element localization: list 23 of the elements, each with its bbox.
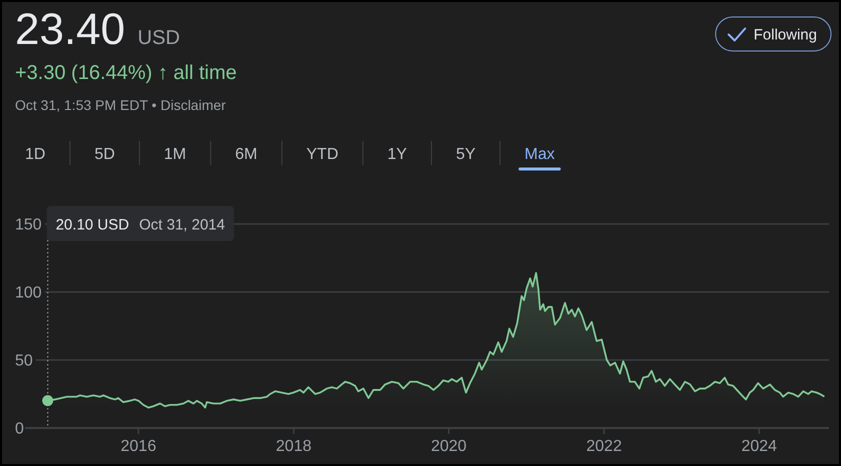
- text: 5D: [94, 146, 115, 163]
- x-tick-label: 2018: [276, 438, 312, 455]
- x-tick-label: 2020: [430, 438, 467, 455]
- text: 1D: [25, 146, 46, 163]
- annotation: 20.10 USD: [56, 216, 130, 234]
- y-tick-label: 50: [15, 352, 33, 370]
- ref-line-label: Oct 31, 2014: [139, 216, 226, 234]
- x-tick-label: 2022: [586, 438, 622, 455]
- text: Oct 31, 1:53 PM EDT • Disclaimer: [15, 97, 226, 113]
- text: 6M: [235, 146, 258, 163]
- y-tick-label: 0: [15, 420, 24, 438]
- text: 1Y: [387, 146, 408, 163]
- text: Max: [524, 146, 555, 163]
- text: 5Y: [456, 146, 476, 163]
- text: Following: [754, 26, 817, 44]
- y-tick-label: 100: [15, 284, 42, 302]
- x-tick-label: 2024: [741, 438, 778, 455]
- text: 1M: [164, 146, 186, 163]
- y-tick-label: 150: [15, 216, 42, 234]
- chart-subtitle: +3.30 (16.44%) ↑ all time: [15, 62, 237, 84]
- chart-title: 23.40 USD: [15, 5, 180, 54]
- text: YTD: [306, 146, 338, 163]
- x-tick-label: 2016: [120, 438, 156, 455]
